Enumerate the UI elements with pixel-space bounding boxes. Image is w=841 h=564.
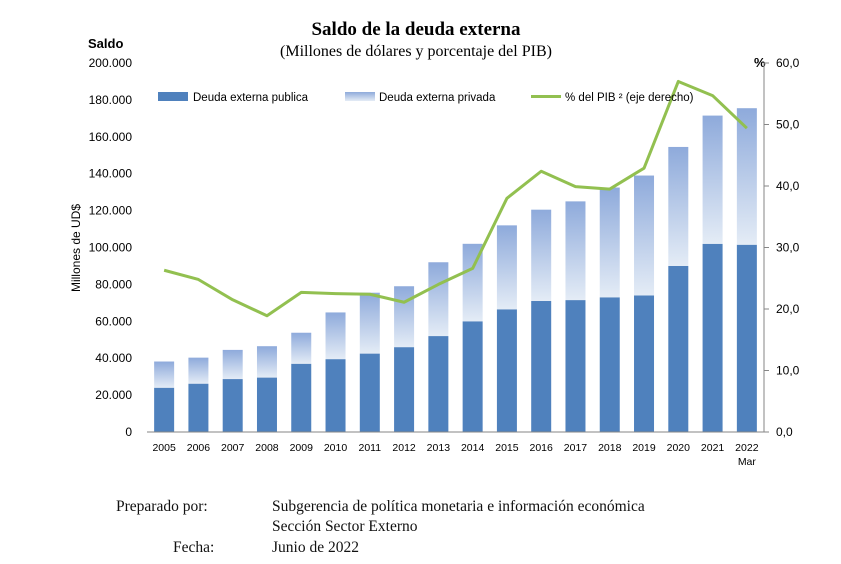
bar-public-2011 [359, 353, 380, 432]
y2-tick-label: 60,0 [776, 56, 800, 70]
y-tick-label: 120.000 [89, 204, 133, 218]
y2-tick-label: 50,0 [776, 118, 800, 132]
y2-tick-label: 40,0 [776, 179, 800, 193]
x-tick-label: 2010 [324, 442, 348, 454]
footer-prepared-line1: Subgerencia de política monetaria e info… [272, 498, 645, 515]
bar-private-2008 [256, 346, 277, 378]
bar-private-2014 [462, 243, 483, 322]
legend-label-public: Deuda externa publica [193, 92, 309, 104]
x-tick-label: 2009 [290, 442, 314, 454]
footer-date-label: Fecha: [173, 539, 215, 556]
x-tick-label: 2006 [187, 442, 211, 454]
bar-private-2013 [428, 262, 449, 337]
chart-subtitle: (Millones de dólares y porcentaje del PI… [280, 43, 552, 60]
x-tick-label: 2014 [461, 442, 485, 454]
y-tick-label: 200.000 [89, 56, 133, 70]
bar-public-2017 [565, 300, 586, 432]
bar-public-2021 [702, 243, 723, 432]
bar-public-2013 [428, 336, 449, 432]
footer-prepared-line2: Sección Sector Externo [272, 518, 418, 535]
bar-private-2006 [188, 357, 209, 384]
legend-label-private: Deuda externa privada [379, 92, 496, 104]
x-tick-label: 2007 [221, 442, 245, 454]
bar-private-2021 [702, 115, 723, 244]
bar-private-2019 [634, 175, 655, 296]
bars-layer [154, 108, 757, 432]
x-tick-label: 2020 [667, 442, 691, 454]
x-tick-label: 2022 [735, 442, 759, 454]
bar-private-2009 [291, 332, 312, 364]
y-tick-label: 180.000 [89, 93, 133, 107]
legend-swatch-private [345, 92, 375, 101]
bar-public-2008 [256, 377, 277, 432]
x-tick-label: 2015 [495, 442, 519, 454]
y2-tick-label: 20,0 [776, 302, 800, 316]
x-ticks: 2005 2006 2007 2008 2009 2010 2011 2012 2013 2014… [152, 442, 758, 468]
y-tick-label: 160.000 [89, 130, 133, 144]
bar-private-2022 [736, 108, 757, 245]
bar-public-2019 [634, 295, 655, 432]
y-left-header: Saldo [88, 36, 123, 51]
bar-public-2016 [531, 301, 552, 432]
bar-private-2012 [394, 286, 415, 348]
x-tick-sublabel: Mar [738, 456, 757, 468]
bar-private-2015 [496, 225, 517, 310]
y-left-ticks: 0 20.000 40.000 60.000 80.000 100.000 120.000 1… [89, 56, 133, 439]
y-tick-label: 20.000 [95, 388, 132, 402]
x-tick-label: 2017 [564, 442, 588, 454]
y-tick-label: 60.000 [95, 314, 132, 328]
legend-label-gdp: % del PIB ² (eje derecho) [565, 92, 694, 104]
legend: Deuda externa publica Deuda externa priv… [158, 92, 694, 104]
bar-public-2009 [291, 363, 312, 432]
bar-public-2007 [222, 379, 243, 432]
x-tick-label: 2012 [392, 442, 416, 454]
x-tick-label: 2005 [152, 442, 176, 454]
y-tick-label: 0 [125, 425, 132, 439]
x-tick-label: 2021 [701, 442, 725, 454]
x-tick-label: 2019 [632, 442, 656, 454]
x-tick-label: 2016 [530, 442, 554, 454]
x-tick-label: 2008 [255, 442, 279, 454]
y-axis-label: Millones de UD$ [69, 204, 83, 292]
bar-public-2012 [394, 347, 415, 432]
x-tick-label: 2013 [427, 442, 451, 454]
gdp-line [163, 79, 748, 318]
y-tick-label: 40.000 [95, 351, 132, 365]
bar-public-2020 [668, 265, 689, 432]
bar-private-2007 [222, 349, 243, 380]
bar-private-2011 [359, 292, 380, 354]
bar-private-2017 [565, 201, 586, 301]
bar-private-2020 [668, 146, 689, 266]
bar-public-2010 [325, 359, 346, 432]
y-right-header: % [754, 55, 766, 70]
gdp-line-layer [163, 79, 748, 318]
bar-public-2014 [462, 321, 483, 432]
y-tick-label: 140.000 [89, 167, 133, 181]
bar-public-2006 [188, 383, 209, 432]
bar-public-2005 [154, 387, 175, 432]
y2-tick-label: 30,0 [776, 241, 800, 255]
y2-tick-label: 10,0 [776, 364, 800, 378]
y2-tick-label: 0,0 [776, 425, 793, 439]
bar-private-2010 [325, 312, 346, 360]
bar-public-2022 [736, 244, 757, 432]
x-tick-label: 2011 [359, 442, 382, 454]
y-right-ticks: 0,0 10,0 20,0 30,0 40,0 50,0 60,0 [764, 56, 800, 439]
footer-date-value: Junio de 2022 [272, 539, 359, 556]
bar-private-2018 [599, 187, 620, 298]
y-tick-label: 80.000 [95, 277, 132, 291]
chart-title: Saldo de la deuda externa [311, 19, 521, 40]
bar-private-2016 [531, 209, 552, 302]
bar-public-2015 [496, 309, 517, 432]
footer-prepared-label: Preparado por: [116, 498, 208, 515]
legend-swatch-public [158, 92, 188, 101]
bar-private-2005 [154, 361, 175, 388]
bar-public-2018 [599, 297, 620, 432]
x-tick-label: 2018 [598, 442, 622, 454]
y-tick-label: 100.000 [89, 241, 133, 255]
